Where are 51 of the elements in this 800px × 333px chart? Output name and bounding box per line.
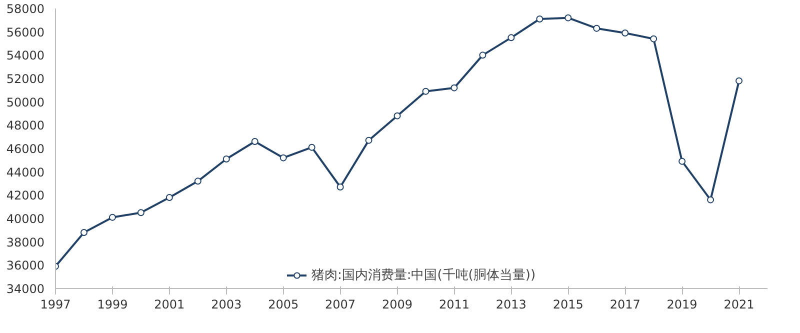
point [736,77,743,84]
point [508,34,515,42]
point [251,138,258,145]
point [222,156,230,162]
y-tick-label: 58000 [6,2,45,16]
point [536,16,544,22]
x-tick-label: 2005 [268,298,299,312]
x-tick-label: 2013 [496,298,526,312]
x-tick-label: 2007 [325,298,356,312]
x-tick-label: 2003 [211,298,242,312]
y-tick-label: 40000 [6,212,45,226]
point [137,209,144,216]
point [394,112,401,120]
x-tick-label: 1997 [40,298,71,312]
x-tick-label: 2011 [438,298,470,312]
point [622,30,629,36]
point [450,84,458,92]
legend-label: 猪肉:国内消费量:中国(千吨(胴体当量)) [311,267,536,284]
y-tick-label: 48000 [6,118,45,133]
point [678,158,686,165]
point [593,24,600,32]
y-tick-label: 42000 [6,188,45,203]
point [422,88,430,95]
x-tick-label: 2019 [666,298,698,312]
y-tick-label: 54000 [6,48,45,63]
x-tick-label: 2009 [382,298,413,312]
point [707,196,714,204]
point [308,144,316,151]
y-tick-label: 56000 [6,25,45,40]
x-tick-label: 1999 [97,298,128,312]
y-tick-label: 44000 [6,165,45,180]
y-tick-label: 52000 [6,72,45,86]
point [336,184,344,190]
x-tick-label: 2001 [154,298,185,312]
x-tick-label: 2015 [552,298,584,312]
point [365,136,372,144]
point [80,229,88,236]
point [108,214,116,221]
point [280,154,287,162]
y-tick-label: 50000 [6,95,45,110]
x-tick-label: 2021 [724,298,754,312]
point [650,35,658,42]
y-tick-label: 46000 [6,142,45,156]
y-tick-label: 34000 [6,282,45,296]
x-tick-label: 2017 [610,298,640,312]
y-tick-label: 36000 [6,258,45,273]
point [166,194,173,201]
y-tick-label: 38000 [6,235,45,250]
point [479,52,486,59]
point [194,178,202,185]
point [564,14,572,22]
